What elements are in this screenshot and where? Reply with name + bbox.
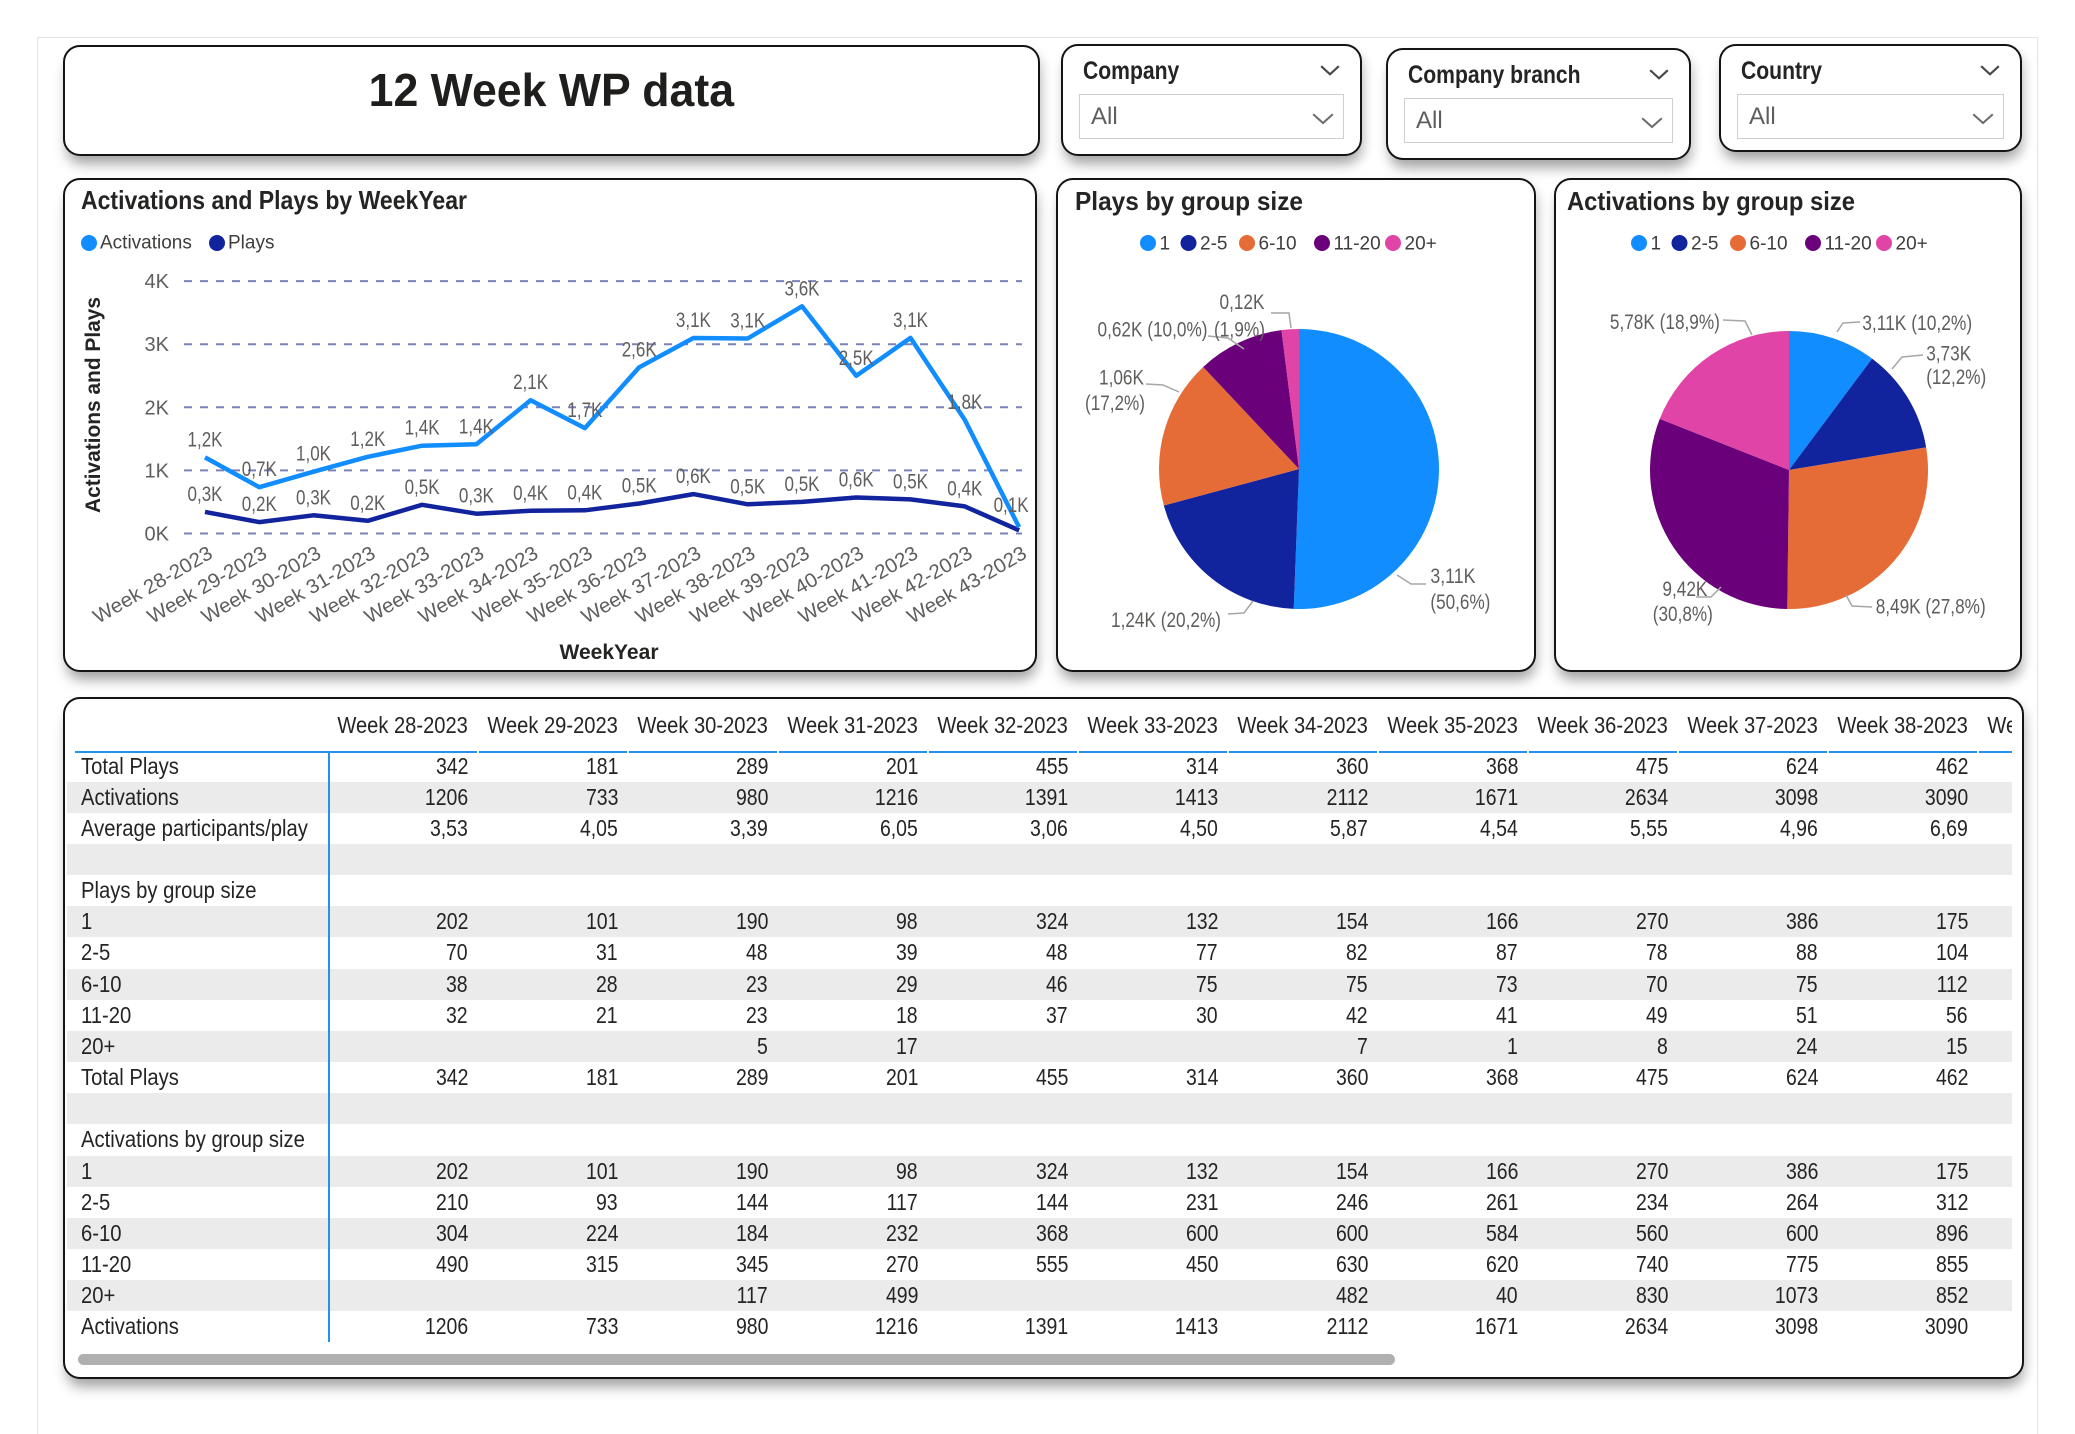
svg-text:(1,9%): (1,9%) (1214, 319, 1265, 342)
svg-text:(50,6%): (50,6%) (1430, 591, 1490, 614)
svg-text:8,49K (27,8%): 8,49K (27,8%) (1876, 596, 1986, 619)
svg-text:WeekYear: WeekYear (560, 641, 659, 664)
svg-text:0,12K: 0,12K (1220, 291, 1265, 314)
svg-text:0K: 0K (145, 524, 170, 546)
svg-text:0,2K: 0,2K (350, 492, 385, 515)
svg-text:(30,8%): (30,8%) (1653, 603, 1713, 626)
svg-text:1,0K: 1,0K (296, 443, 331, 466)
svg-text:Plays: Plays (228, 233, 274, 254)
svg-text:0,3K: 0,3K (188, 483, 223, 506)
svg-text:20+: 20+ (1405, 234, 1437, 255)
svg-text:0,7K: 0,7K (242, 458, 277, 481)
svg-text:0,6K: 0,6K (676, 465, 711, 488)
svg-text:1: 1 (1160, 234, 1171, 255)
svg-text:1,2K: 1,2K (350, 428, 385, 451)
svg-text:0,3K: 0,3K (296, 486, 331, 509)
svg-text:1: 1 (1651, 234, 1662, 255)
svg-text:5,78K (18,9%): 5,78K (18,9%) (1610, 311, 1720, 334)
svg-text:0,1K: 0,1K (994, 494, 1029, 517)
svg-text:2-5: 2-5 (1691, 234, 1718, 255)
svg-text:(17,2%): (17,2%) (1085, 392, 1145, 415)
svg-text:0,5K: 0,5K (893, 470, 928, 493)
svg-text:0,5K: 0,5K (730, 475, 765, 498)
svg-text:1,4K: 1,4K (459, 415, 494, 438)
svg-text:0,4K: 0,4K (513, 482, 548, 505)
svg-text:0,4K: 0,4K (947, 477, 982, 500)
svg-text:20+: 20+ (1896, 234, 1928, 255)
svg-text:9,42K: 9,42K (1662, 578, 1707, 601)
svg-text:0,5K: 0,5K (622, 475, 657, 498)
svg-text:11-20: 11-20 (1825, 234, 1872, 255)
svg-text:3,1K: 3,1K (893, 309, 928, 332)
svg-text:4K: 4K (145, 271, 170, 293)
svg-text:Activations and Plays: Activations and Plays (82, 297, 105, 513)
svg-text:1,7K: 1,7K (567, 399, 602, 422)
svg-text:0,4K: 0,4K (567, 481, 602, 504)
svg-text:Activations and Plays by WeekY: Activations and Plays by WeekYear (81, 185, 467, 215)
svg-text:1,2K: 1,2K (188, 428, 223, 451)
svg-text:3,1K: 3,1K (730, 310, 765, 333)
svg-text:3K: 3K (145, 334, 170, 356)
svg-text:1,4K: 1,4K (405, 417, 440, 440)
svg-text:2,1K: 2,1K (513, 371, 548, 394)
svg-text:0,5K: 0,5K (405, 476, 440, 499)
svg-text:0,62K (10,0%): 0,62K (10,0%) (1098, 319, 1208, 342)
svg-text:Activations by group size: Activations by group size (1567, 186, 1855, 216)
svg-text:2,5K: 2,5K (839, 347, 874, 370)
svg-text:6-10: 6-10 (1750, 234, 1788, 255)
svg-text:3,11K (10,2%): 3,11K (10,2%) (1862, 312, 1972, 335)
svg-text:6-10: 6-10 (1259, 234, 1297, 255)
svg-text:0,5K: 0,5K (785, 473, 820, 496)
svg-text:1,8K: 1,8K (947, 391, 982, 414)
svg-text:(12,2%): (12,2%) (1926, 366, 1986, 389)
svg-text:Plays by group size: Plays by group size (1075, 186, 1303, 216)
svg-text:3,73K: 3,73K (1926, 343, 1971, 366)
svg-text:0,6K: 0,6K (839, 469, 874, 492)
svg-text:0,3K: 0,3K (459, 485, 494, 508)
svg-text:3,1K: 3,1K (676, 309, 711, 332)
svg-text:Activations: Activations (100, 233, 192, 254)
svg-text:2,6K: 2,6K (622, 338, 657, 361)
svg-text:1K: 1K (145, 460, 170, 482)
svg-text:1,24K (20,2%): 1,24K (20,2%) (1111, 609, 1221, 632)
svg-text:1,06K: 1,06K (1099, 367, 1144, 390)
svg-text:3,11K: 3,11K (1430, 565, 1475, 588)
svg-text:2K: 2K (145, 397, 170, 419)
svg-text:11-20: 11-20 (1334, 234, 1381, 255)
svg-text:3,6K: 3,6K (785, 277, 820, 300)
svg-text:2-5: 2-5 (1200, 234, 1227, 255)
svg-text:0,2K: 0,2K (242, 493, 277, 516)
